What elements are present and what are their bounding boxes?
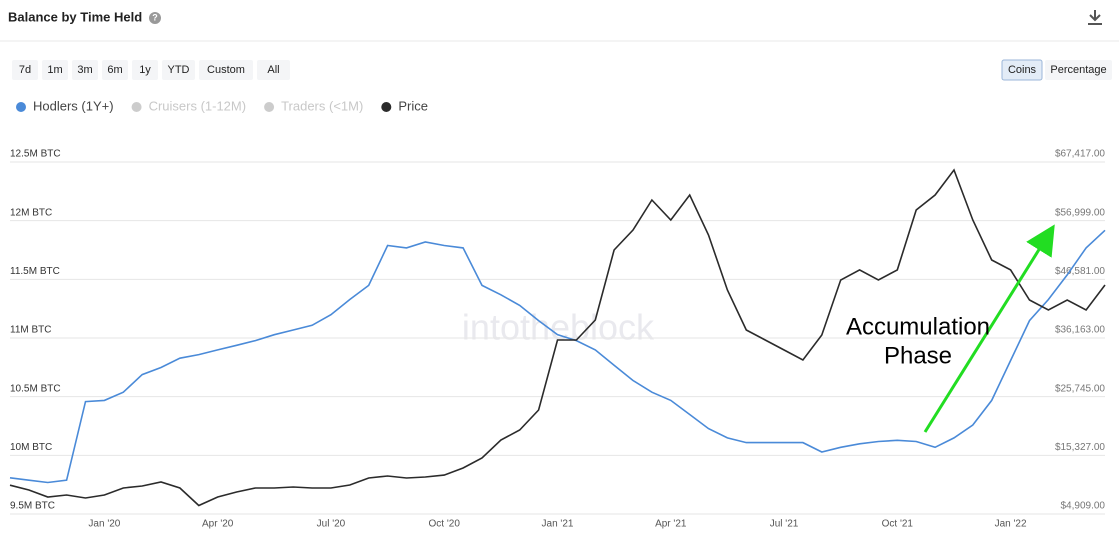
svg-text:?: ? <box>152 12 158 22</box>
legend-label: Traders (<1M) <box>281 98 363 113</box>
range-button[interactable]: 6m <box>102 60 128 80</box>
button-label: YTD <box>168 64 190 76</box>
button-bg <box>162 60 195 80</box>
button-bg <box>1001 59 1043 81</box>
button-label: Coins <box>1008 64 1037 76</box>
legend-marker <box>264 102 275 112</box>
legend-marker <box>16 102 26 112</box>
y-tick-label: 12M BTC <box>10 207 52 218</box>
y2-tick-label: $36,163.00 <box>1055 325 1105 336</box>
annotation-text: Phase <box>884 342 952 369</box>
button-label: 3m <box>77 64 92 76</box>
series-line <box>9 168 1106 507</box>
button-bg <box>42 60 68 80</box>
range-button[interactable]: 7d <box>12 60 38 80</box>
legend-label: Price <box>398 98 428 113</box>
button-label: 6m <box>107 64 122 76</box>
button-bg <box>12 60 38 80</box>
y2-tick-label: $25,745.00 <box>1055 383 1105 394</box>
y2-tick-label: $46,581.00 <box>1055 266 1105 277</box>
legend-item[interactable]: Price <box>381 98 428 113</box>
button-bg <box>257 60 290 80</box>
x-tick-label: Jul '20 <box>317 519 346 530</box>
y-tick-label: 12.5M BTC <box>10 149 61 160</box>
range-button[interactable]: Custom <box>199 60 253 80</box>
button-label: 1y <box>139 64 151 76</box>
legend-label: Hodlers (1Y+) <box>33 98 114 113</box>
y-tick-label: 10.5M BTC <box>10 383 61 394</box>
legend-item[interactable]: Traders (<1M) <box>264 98 363 113</box>
legend-label: Cruisers (1-12M) <box>149 98 247 113</box>
x-tick-label: Apr '21 <box>655 519 687 530</box>
x-tick-label: Apr '20 <box>202 519 234 530</box>
help-icon[interactable]: ? <box>149 12 161 24</box>
legend-item[interactable]: Cruisers (1-12M) <box>131 98 247 113</box>
y2-tick-label: $15,327.00 <box>1055 442 1105 453</box>
y2-tick-label: $4,909.00 <box>1061 501 1106 512</box>
legend-item[interactable]: Hodlers (1Y+) <box>16 98 114 113</box>
button-label: Percentage <box>1050 64 1106 76</box>
x-tick-label: Jul '21 <box>770 519 799 530</box>
series-line <box>9 229 1106 484</box>
download-icon[interactable] <box>1088 10 1102 25</box>
y2-tick-label: $56,999.00 <box>1055 207 1105 218</box>
y-tick-label: 11.5M BTC <box>10 266 60 277</box>
range-button[interactable]: 1y <box>132 60 158 80</box>
mode-button[interactable]: Coins <box>1001 59 1043 81</box>
x-tick-label: Oct '20 <box>429 519 461 530</box>
chart-title: Balance by Time Held <box>8 9 142 24</box>
button-label: 7d <box>19 64 31 76</box>
annotation-text: Accumulation <box>846 313 990 340</box>
watermark: intotheblock <box>462 307 655 348</box>
button-bg <box>199 60 253 80</box>
button-bg <box>72 60 98 80</box>
y-tick-label: 10M BTC <box>10 442 52 453</box>
button-label: All <box>267 64 279 76</box>
y-tick-label: 9.5M BTC <box>10 501 55 512</box>
y2-tick-label: $67,417.00 <box>1055 149 1105 160</box>
x-tick-label: Oct '21 <box>882 519 914 530</box>
x-tick-label: Jan '22 <box>995 519 1027 530</box>
range-button[interactable]: 3m <box>72 60 98 80</box>
range-button[interactable]: All <box>257 60 290 80</box>
range-button[interactable]: 1m <box>42 60 68 80</box>
button-label: Custom <box>207 64 245 76</box>
button-bg <box>102 60 128 80</box>
y-tick-label: 11M BTC <box>10 325 52 336</box>
legend-marker <box>131 102 142 112</box>
legend-marker <box>381 102 392 112</box>
button-bg <box>132 60 158 80</box>
button-bg <box>1045 60 1112 80</box>
mode-button[interactable]: Percentage <box>1045 60 1112 80</box>
annotation-arrow <box>923 224 1055 433</box>
x-tick-label: Jan '21 <box>542 519 574 530</box>
x-tick-label: Jan '20 <box>88 519 120 530</box>
range-button[interactable]: YTD <box>162 60 195 80</box>
button-label: 1m <box>47 64 62 76</box>
